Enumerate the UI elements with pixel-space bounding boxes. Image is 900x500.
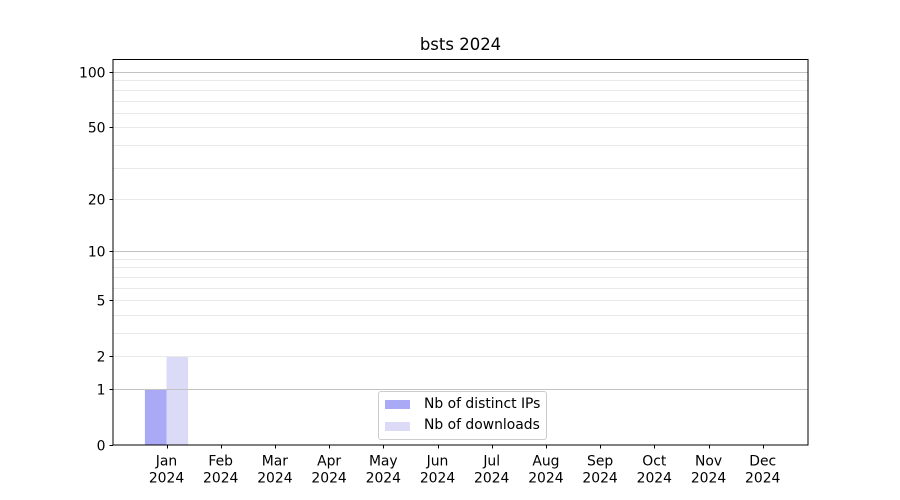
x-tick-label-apr: Apr [317,454,341,470]
x-tick-year-label-jun: 2024 [420,471,456,487]
y-tick-label-0: 0 [97,438,106,454]
legend-label-downloads: Nb of downloads [424,417,540,434]
legend: Nb of distinct IPs Nb of downloads [378,391,547,440]
x-tick-label-sep: Sep [587,454,613,470]
x-tick-year-label-apr: 2024 [311,471,347,487]
y-tick-label-10: 10 [88,244,106,260]
x-tick-label-mar: Mar [262,454,288,470]
y-tick-label-1: 1 [97,382,106,398]
legend-label-distinct-ips: Nb of distinct IPs [424,395,541,412]
x-tick-year-label-may: 2024 [366,471,402,487]
x-tick-label-oct: Oct [642,454,667,470]
x-tick-year-label-sep: 2024 [582,471,618,487]
chart-title: bsts 2024 [419,35,502,54]
x-tick-label-dec: Dec [749,454,776,470]
x-tick-label-feb: Feb [208,454,233,470]
x-tick-label-jul: Jul [482,454,500,470]
x-tick-year-label-oct: 2024 [637,471,673,487]
x-tick-year-label-nov: 2024 [691,471,727,487]
y-tick-label-2: 2 [97,349,106,365]
bar-distinct-ips-jan [144,388,167,445]
x-tick-label-may: May [369,454,398,470]
bar-downloads-jan [166,356,189,445]
x-tick-year-label-jan: 2024 [149,471,185,487]
y-tick-label-50: 50 [88,120,106,136]
y-tick-label-5: 5 [97,293,106,309]
legend-swatch-distinct-ips [385,400,410,410]
legend-item-downloads: Nb of downloads [385,417,540,437]
x-tick-year-label-jul: 2024 [474,471,510,487]
plot-border [112,59,809,446]
x-tick-year-label-aug: 2024 [528,471,564,487]
legend-swatch-downloads [385,421,410,431]
x-tick-year-label-feb: 2024 [203,471,239,487]
y-tick-label-20: 20 [88,192,106,208]
y-tick-label-100: 100 [79,65,106,81]
x-tick-label-nov: Nov [695,454,722,470]
x-tick-label-jun: Jun [426,454,449,470]
x-tick-label-jan: Jan [155,454,177,470]
legend-item-distinct-ips: Nb of distinct IPs [385,395,540,415]
x-tick-label-aug: Aug [532,454,559,470]
x-tick-year-label-dec: 2024 [745,471,781,487]
x-tick-year-label-mar: 2024 [257,471,293,487]
